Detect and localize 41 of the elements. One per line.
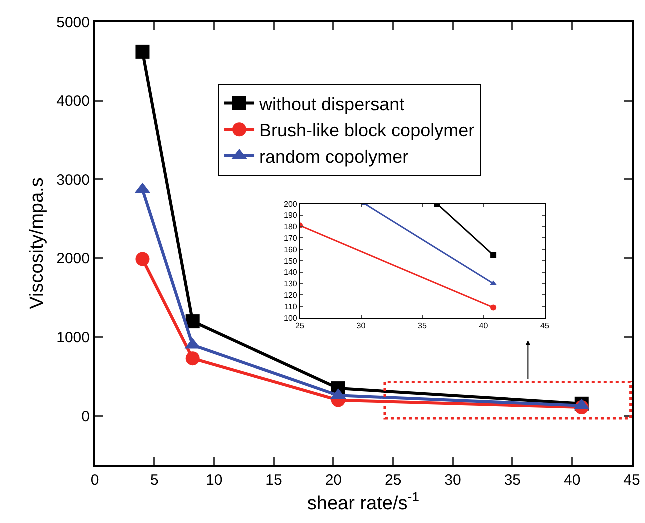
y-tick-label: 110 bbox=[284, 302, 298, 312]
point bbox=[186, 314, 200, 329]
y-tick-label: 3000 bbox=[56, 172, 90, 189]
y-tick-label: 130 bbox=[284, 280, 298, 289]
y-tick-label: 2000 bbox=[56, 250, 90, 268]
x-tick-label: 40 bbox=[479, 322, 489, 331]
y-tick-label: 140 bbox=[284, 268, 298, 278]
legend-label: random copolymer bbox=[260, 147, 409, 168]
x-tick-label: 40 bbox=[564, 472, 581, 489]
point bbox=[490, 252, 497, 258]
y-tick-label: 0 bbox=[82, 408, 90, 426]
x-tick-label: 30 bbox=[356, 322, 366, 331]
x-tick-label: 10 bbox=[206, 472, 223, 489]
x-tick-label: 25 bbox=[384, 472, 402, 489]
y-tick-label: 160 bbox=[284, 245, 298, 254]
y-axis-title: Viscosity/mpa.s bbox=[26, 178, 48, 310]
y-tick-label: 200 bbox=[284, 200, 298, 209]
x-tick-label: 5 bbox=[150, 472, 159, 489]
x-tick-label: 45 bbox=[624, 472, 640, 489]
legend-label: without dispersant bbox=[258, 94, 405, 114]
legend-label: Brush-like block copolymer bbox=[260, 120, 475, 141]
y-tick-label: 4000 bbox=[56, 93, 90, 110]
y-tick-label: 150 bbox=[284, 256, 298, 266]
y-tick-label: 100 bbox=[284, 314, 298, 323]
y-tick-label: 5000 bbox=[56, 14, 90, 32]
y-tick-label: 190 bbox=[284, 211, 298, 220]
point bbox=[186, 352, 200, 366]
y-tick-label: 180 bbox=[284, 222, 298, 232]
x-tick-label: 35 bbox=[504, 472, 522, 489]
point bbox=[136, 252, 150, 266]
x-tick-label: 30 bbox=[444, 472, 462, 489]
y-tick-label: 170 bbox=[284, 234, 298, 243]
y-tick-label: 120 bbox=[284, 291, 298, 300]
x-tick-label: 20 bbox=[325, 472, 342, 489]
x-tick-label: 15 bbox=[266, 472, 282, 489]
x-tick-label: 35 bbox=[418, 322, 428, 331]
x-axis-title: shear rate/s$^{-1}$ bbox=[307, 489, 420, 514]
point bbox=[136, 44, 150, 59]
x-tick-label: 25 bbox=[296, 322, 305, 331]
y-tick-label: 1000 bbox=[56, 330, 90, 347]
x-tick-label: 45 bbox=[540, 322, 550, 331]
